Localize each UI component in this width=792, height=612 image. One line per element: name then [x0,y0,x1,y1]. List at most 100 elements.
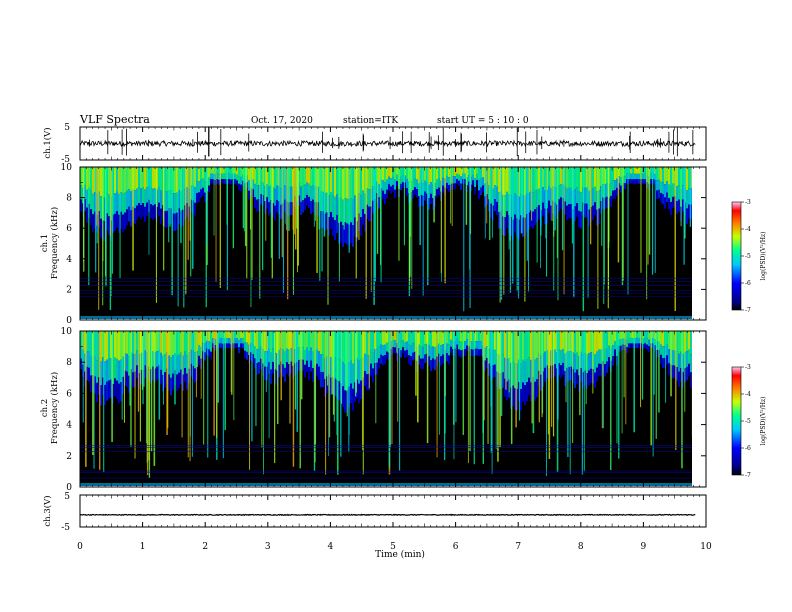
spectrogram-cell [156,331,158,352]
spectrogram-cell [440,331,442,346]
spectrogram-cell [104,384,106,406]
spectrogram-cell [204,167,206,182]
spectrogram-cell [266,331,268,352]
spectrogram-cell [162,374,164,392]
spectrogram-cell [564,331,566,354]
spectrogram-cell [176,355,178,375]
spectrogram-cell [92,167,94,194]
spectrogram-cell [364,193,366,215]
x-tick-label: 1 [140,542,146,552]
spectrogram-cell [460,350,462,358]
spectrogram-cell [344,222,346,243]
spectrogram-cell [426,167,428,183]
spectrogram-cell [432,198,434,210]
spectrogram-cell [646,331,648,339]
spectrogram-cell [210,173,212,180]
spectrogram-cell [226,337,228,344]
spectrogram-cell [242,343,244,349]
spectrogram-cell [554,364,556,377]
spectrogram-cell [624,344,626,351]
spectrogram-cell [568,204,570,219]
spectrogram-cell [492,188,494,206]
spectrogram-cell [638,343,640,349]
spectrogram-cell [114,357,116,379]
spectrogram-cell [682,199,684,212]
spectrogram-cell [156,351,158,367]
spectrogram-cell [524,361,526,386]
spectrogram-cell [624,167,626,177]
spectrogram-cell [672,350,674,366]
spectrogram-cell [650,173,652,180]
spectrogram-cell [194,167,196,188]
spectrogram-cell [520,388,522,411]
spectrogram-cell [638,337,640,344]
spectrogram-cell [468,181,470,188]
spectrogram-cell [166,167,168,192]
spectrogram-cell [252,179,254,190]
spectrogram-cell [442,185,444,193]
spectrogram-cell [668,331,670,350]
spectrogram-cell [350,222,352,244]
spectrogram-cell [488,331,490,350]
spectrogram-cell [210,167,212,174]
spectrogram-cell [526,331,528,360]
spectrogram-cell [204,343,206,353]
spectrogram-cell [290,201,292,216]
spectrogram-cell [630,343,632,349]
spectrogram-cell [396,352,398,362]
spectrogram-cell [688,331,690,350]
spectrogram-cell [606,348,608,362]
spectrogram-cell [668,363,670,376]
spectrogram-cell [576,369,578,385]
spectrogram-cell [476,348,478,356]
spectrogram-cell [276,200,278,213]
spectrogram-cell [434,347,436,360]
spectrogram-cell [662,182,664,195]
spectrogram-cell [560,350,562,366]
spectrogram-cell [298,360,300,371]
spectrogram-cell [202,167,204,179]
spectrogram-cell [210,331,212,343]
spectrogram-cell [530,331,532,360]
spectrogram-cell [324,331,326,358]
spectrogram-cell [604,349,606,364]
spectrogram-cell [414,342,416,352]
spectrogram-cell [88,367,90,382]
spectrogram-cell [210,179,212,184]
spectrogram-cell [416,179,418,190]
spectrogram-cell [402,347,404,354]
spectrogram-cell [450,339,452,347]
spectrogram-cell [90,209,92,226]
spectrogram-cell [170,357,172,378]
spectrogram-cell [274,167,276,189]
colorbar-tick-label: -7 [745,307,751,314]
spectrogram-cell [666,355,668,365]
spectrogram-cell [540,331,542,356]
spectrogram-cell [364,214,366,232]
spectrogram-cell [238,183,240,191]
spectrogram-cell [328,195,330,217]
colorbar-tick-label: -5 [745,253,751,260]
spectrogram-cell [482,167,484,178]
spectrogram-cell [550,365,552,379]
spectrogram-cell [258,362,260,374]
spectrogram-cell [378,183,380,198]
spectrogram-cell [210,342,212,352]
spectrogram-cell [400,167,402,177]
spectrogram-cell [404,342,406,351]
spectrogram-cell [538,167,540,189]
spectrogram-cell [476,167,478,175]
x-tick-label: 2 [202,542,208,552]
spectrogram-cell [674,350,676,366]
spectrogram-cell [412,167,414,180]
spectrogram-cell [382,344,384,356]
spectrogram-cell [270,352,272,370]
spectrogram-cell [560,331,562,351]
spectrogram-cell [172,331,174,356]
spectrogram-cell [400,341,402,351]
spectrogram-cell [180,352,182,370]
spectrogram-cell [564,186,566,202]
spectrogram-cell [442,177,444,186]
spectrogram-cell [480,167,482,179]
spectrogram-cell [482,177,484,186]
